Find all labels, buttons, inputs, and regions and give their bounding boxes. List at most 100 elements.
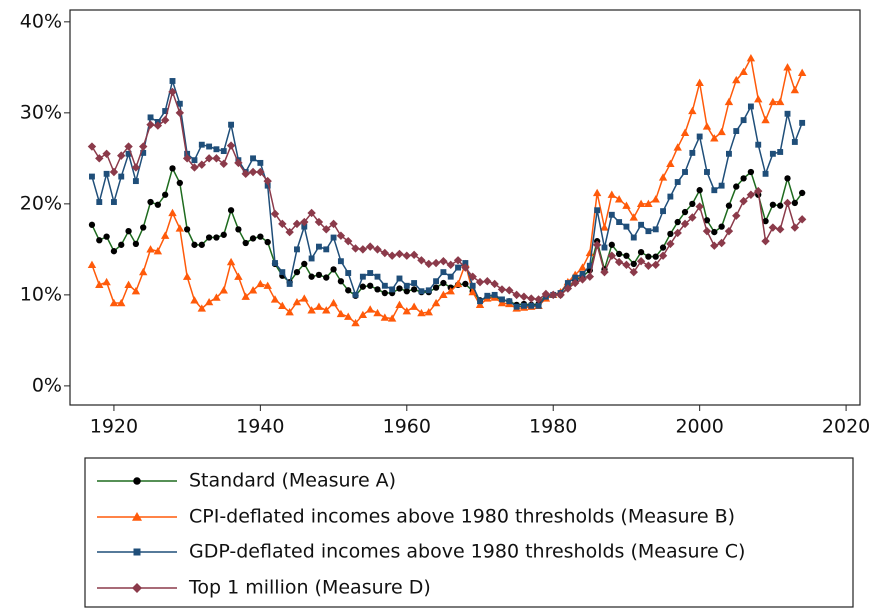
- marker: [572, 274, 579, 281]
- marker: [710, 134, 719, 142]
- marker: [162, 191, 169, 198]
- marker: [374, 273, 381, 280]
- marker: [754, 94, 763, 103]
- legend-label: Standard (Measure A): [189, 470, 396, 492]
- y-tick-label: 40%: [20, 10, 62, 32]
- marker: [592, 240, 602, 250]
- marker: [285, 227, 294, 237]
- marker: [365, 305, 375, 313]
- marker: [570, 278, 580, 288]
- marker: [534, 295, 543, 304]
- marker: [278, 219, 287, 229]
- y-tick-label: 20%: [20, 192, 62, 214]
- marker: [453, 279, 463, 288]
- marker: [387, 314, 397, 322]
- marker: [241, 169, 250, 179]
- y-tick-label: 10%: [20, 283, 62, 305]
- marker: [674, 218, 681, 226]
- marker: [301, 223, 308, 230]
- marker: [345, 287, 352, 294]
- marker: [235, 226, 242, 233]
- marker: [724, 226, 734, 236]
- marker: [227, 207, 235, 214]
- marker: [666, 159, 675, 167]
- marker: [682, 169, 688, 175]
- marker: [294, 246, 300, 253]
- marker: [125, 228, 132, 235]
- marker: [652, 253, 659, 260]
- marker: [175, 224, 185, 232]
- marker: [622, 201, 631, 209]
- marker: [431, 298, 441, 307]
- legend-box: [84, 457, 854, 608]
- marker: [462, 280, 469, 288]
- marker: [468, 287, 477, 296]
- marker: [330, 234, 337, 241]
- x-tick-label: 1980: [529, 416, 577, 438]
- marker: [424, 307, 433, 316]
- marker: [118, 241, 125, 248]
- marker: [351, 318, 360, 327]
- x-tick-label: 1960: [383, 416, 431, 438]
- marker: [680, 219, 690, 229]
- marker: [234, 158, 243, 168]
- marker: [477, 298, 483, 305]
- plot-frame: [69, 9, 861, 406]
- x-tick-label: 1920: [90, 416, 138, 438]
- marker: [799, 119, 806, 126]
- marker: [146, 120, 155, 129]
- series-line: [91, 78, 803, 308]
- marker: [667, 193, 674, 200]
- marker: [645, 228, 652, 235]
- marker: [688, 106, 697, 115]
- marker: [198, 241, 205, 248]
- marker: [418, 288, 425, 295]
- marker: [711, 228, 718, 236]
- marker: [190, 163, 199, 172]
- marker: [528, 302, 535, 309]
- marker: [702, 122, 712, 130]
- marker: [329, 219, 338, 229]
- marker: [732, 75, 741, 84]
- marker: [365, 242, 375, 251]
- marker: [607, 251, 616, 260]
- marker: [147, 198, 154, 206]
- marker: [182, 154, 192, 163]
- marker: [600, 267, 609, 277]
- marker: [703, 217, 711, 224]
- marker: [564, 280, 571, 286]
- legend-label: GDP-deflated incomes above 1980 threshol…: [189, 541, 745, 563]
- marker: [754, 186, 763, 196]
- marker: [578, 263, 587, 271]
- marker: [769, 150, 776, 157]
- marker: [462, 260, 469, 266]
- marker: [689, 149, 696, 156]
- marker: [644, 261, 653, 270]
- marker: [212, 293, 221, 301]
- marker: [702, 226, 712, 236]
- marker: [110, 199, 117, 205]
- marker: [183, 226, 191, 233]
- marker: [403, 288, 410, 295]
- marker: [797, 215, 807, 224]
- legend-marker: [132, 512, 142, 521]
- marker: [689, 200, 696, 208]
- marker: [791, 139, 798, 145]
- marker: [717, 238, 726, 248]
- marker: [264, 238, 271, 246]
- marker: [176, 100, 183, 107]
- marker: [718, 223, 725, 230]
- marker: [169, 165, 176, 172]
- marker: [160, 115, 170, 125]
- marker: [270, 209, 280, 219]
- marker: [103, 170, 110, 177]
- marker: [140, 149, 147, 156]
- marker: [608, 211, 615, 218]
- marker: [322, 225, 331, 234]
- marker: [630, 234, 637, 241]
- marker: [740, 117, 747, 124]
- marker: [323, 274, 330, 281]
- marker: [307, 208, 316, 218]
- marker: [336, 309, 346, 318]
